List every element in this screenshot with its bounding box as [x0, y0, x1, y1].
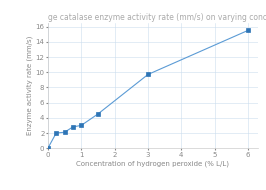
Text: ge catalase enzyme activity rate (mm/s) on varying concentrations of diluted hyd: ge catalase enzyme activity rate (mm/s) …	[48, 13, 266, 22]
Y-axis label: Enzyme activity rate (mm/s): Enzyme activity rate (mm/s)	[26, 36, 33, 135]
X-axis label: Concentration of hydrogen peroxide (% L/L): Concentration of hydrogen peroxide (% L/…	[76, 160, 230, 167]
